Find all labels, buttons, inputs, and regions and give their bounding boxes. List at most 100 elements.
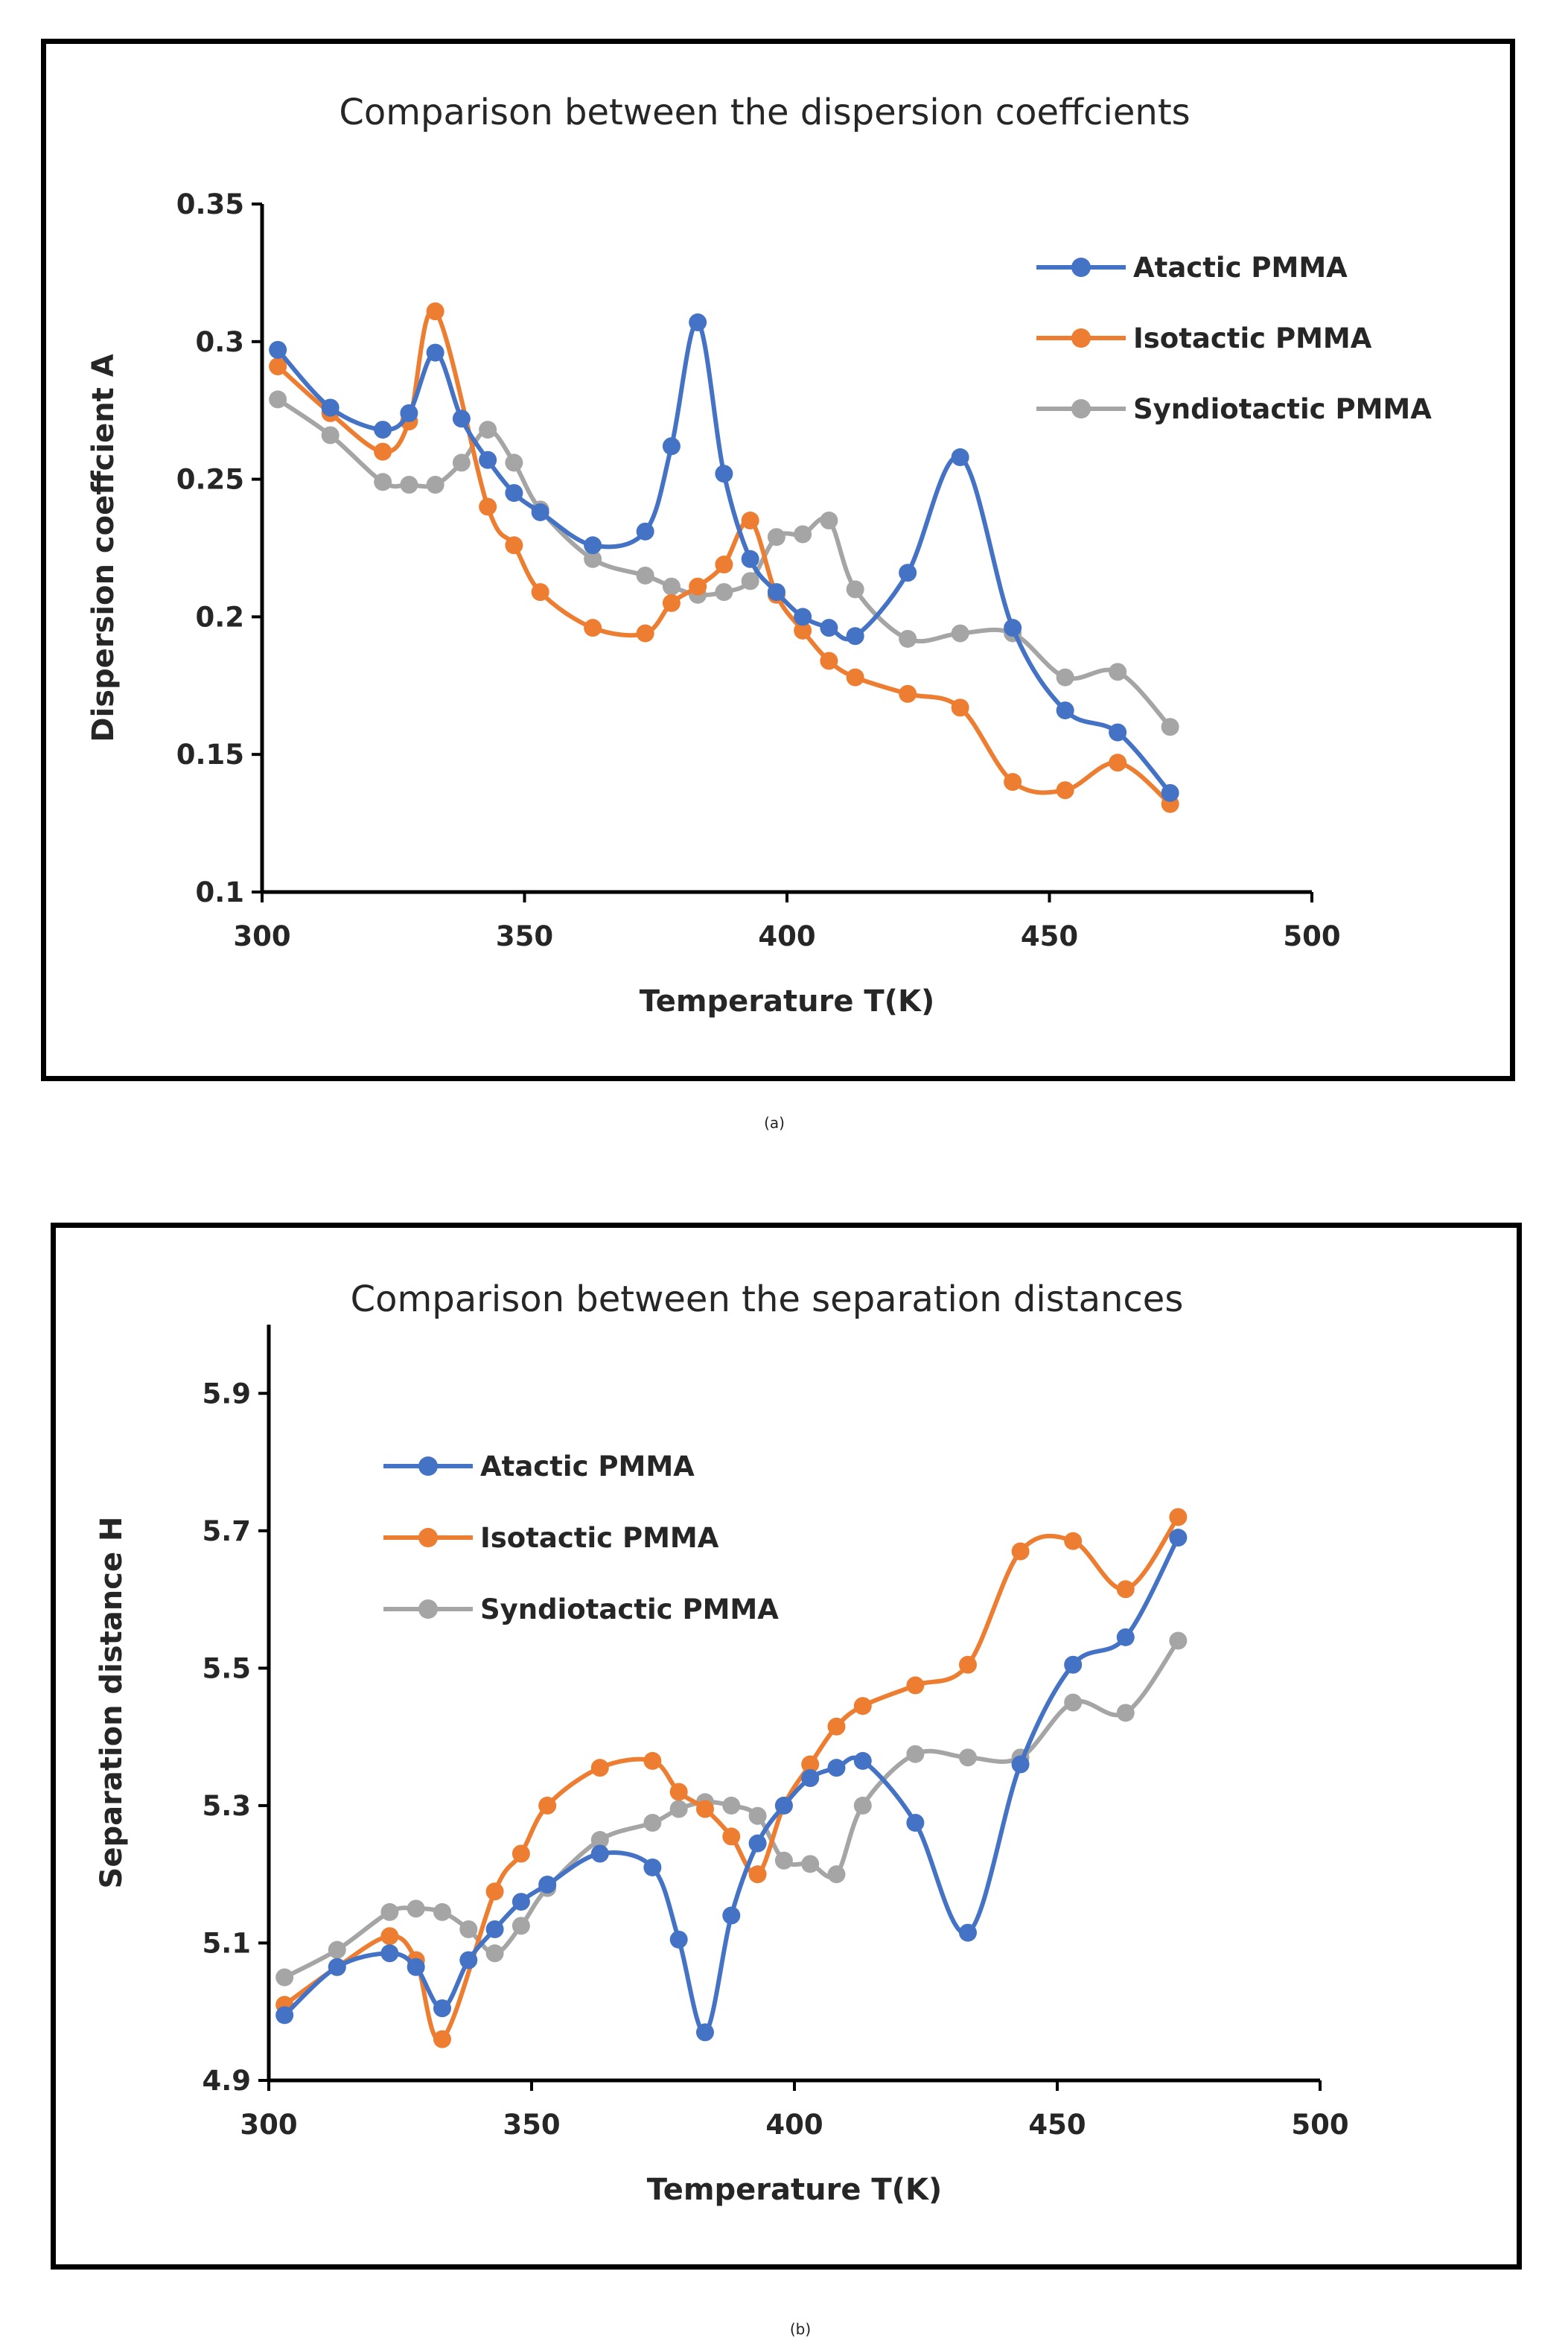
- chart-1-data-point: [459, 1920, 478, 1938]
- chart-1-data-point: [643, 1751, 662, 1770]
- chart-1-data-point: [407, 1899, 425, 1918]
- chart-1-legend-entry: Isotactic PMMA: [383, 1522, 719, 1554]
- panel-label-b: (b): [789, 2320, 812, 2338]
- chart-1-legend-entry: Syndiotactic PMMA: [383, 1593, 779, 1625]
- chart-1-data-point: [275, 1968, 294, 1987]
- chart-0-data-point: [505, 453, 523, 472]
- chart-0-series-1: [269, 302, 1179, 813]
- chart-1-data-point: [511, 1917, 530, 1935]
- chart-1-legend-label: Syndiotactic PMMA: [480, 1593, 779, 1625]
- chart-0-data-point: [1109, 754, 1127, 772]
- chart-0-data-point: [715, 465, 733, 483]
- chart-0-data-point: [426, 302, 444, 321]
- chart-0-legend-marker: [1071, 399, 1091, 418]
- chart-0-data-point: [899, 629, 917, 648]
- chart-0-data-point: [1109, 663, 1127, 681]
- chart-1-data-point: [1064, 1693, 1083, 1712]
- chart-0-data-point: [1109, 723, 1127, 742]
- chart-1-data-point: [906, 1745, 925, 1763]
- chart-0-data-point: [951, 624, 969, 643]
- chart-1-data-point: [459, 1951, 478, 1969]
- chart-0-x-tick-label: 500: [1283, 920, 1340, 952]
- chart-0-data-point: [820, 652, 838, 670]
- chart-1-data-point: [958, 1748, 977, 1767]
- chart-1-data-point: [380, 1927, 399, 1946]
- chart-0-data-point: [269, 390, 287, 409]
- chart-panel-a: Comparison between the dispersion coeffc…: [41, 39, 1515, 1081]
- chart-1-x-tick-label: 400: [765, 2109, 823, 2141]
- chart-1-data-point: [1116, 1628, 1135, 1646]
- chart-0-data-point: [374, 421, 392, 439]
- chart-1-data-point: [1169, 1631, 1188, 1650]
- chart-1-data-point: [801, 1855, 820, 1873]
- chart-0-x-axis-title: Temperature T(K): [640, 984, 934, 1019]
- chart-1-x-tick-label: 300: [240, 2109, 297, 2141]
- chart-1-data-point: [695, 1800, 714, 1818]
- chart-0-data-point: [689, 577, 707, 596]
- chart-1-data-point: [801, 1769, 820, 1787]
- chart-1-data-point: [853, 1751, 872, 1770]
- chart-1-data-point: [643, 1858, 662, 1876]
- chart-0-legend-marker: [1071, 328, 1091, 348]
- chart-1-data-point: [590, 1844, 609, 1863]
- chart-1-data-point: [827, 1759, 846, 1777]
- chart-1-y-tick-label: 5.9: [202, 1378, 251, 1410]
- chart-0-data-point: [715, 583, 733, 602]
- chart-0-series-line: [275, 319, 1172, 794]
- chart-0-data-point: [662, 593, 681, 612]
- chart-1-data-point: [774, 1851, 793, 1870]
- chart-0-data-point: [321, 398, 340, 417]
- chart-1-data-point: [827, 1865, 846, 1884]
- chart-0-data-point: [636, 624, 654, 643]
- chart-1-data-point: [590, 1759, 609, 1777]
- chart-1-data-point: [853, 1796, 872, 1815]
- chart-1-data-point: [1116, 1580, 1135, 1599]
- chart-0-data-point: [1161, 783, 1179, 802]
- chart-0-data-point: [1161, 718, 1179, 736]
- chart-1-data-point: [695, 2023, 714, 2042]
- chart-1-x-tick-label: 500: [1291, 2109, 1348, 2141]
- chart-0-legend-entry: Isotactic PMMA: [1036, 322, 1372, 354]
- chart-0-data-point: [741, 512, 759, 530]
- chart-1-series-2: [275, 1631, 1188, 1987]
- chart-1-data-point: [433, 2030, 451, 2048]
- chart-1-data-point: [1064, 1655, 1083, 1674]
- chart-0-data-point: [269, 357, 287, 376]
- chart-0-data-point: [1004, 773, 1022, 792]
- chart-1-data-point: [669, 1930, 688, 1949]
- chart-0-data-point: [899, 564, 917, 582]
- chart-1-y-tick-label: 5.5: [202, 1652, 251, 1684]
- chart-0-data-point: [820, 512, 838, 530]
- chart-1-y-tick-label: 5.3: [202, 1790, 251, 1822]
- chart-0-data-point: [321, 426, 340, 445]
- panel-label-a: (a): [764, 1114, 785, 1132]
- chart-0-data-point: [584, 550, 602, 568]
- chart-1-data-point: [511, 1844, 530, 1863]
- chart-0-y-tick-label: 0.2: [195, 601, 244, 633]
- chart-0-y-tick-label: 0.25: [176, 464, 244, 496]
- chart-1-data-point: [906, 1676, 925, 1695]
- chart-0-data-point: [636, 522, 654, 541]
- chart-0-legend-label: Syndiotactic PMMA: [1133, 393, 1432, 425]
- chart-1-data-point: [958, 1923, 977, 1942]
- chart-0-data-point: [1004, 619, 1022, 637]
- chart-1-x-tick-label: 350: [503, 2109, 560, 2141]
- chart-1-data-point: [722, 1906, 741, 1925]
- chart-0-y-tick-label: 0.15: [176, 739, 244, 771]
- chart-panel-b: Comparison between the separation distan…: [51, 1223, 1522, 2270]
- chart-1-data-point: [1169, 1529, 1188, 1547]
- chart-0-data-point: [715, 555, 733, 574]
- chart-1-data-point: [722, 1827, 741, 1846]
- chart-0-data-point: [689, 313, 707, 331]
- chart-0-y-tick-label: 0.3: [195, 326, 244, 358]
- chart-0-data-point: [452, 410, 471, 428]
- chart-0-y-tick-label: 0.1: [195, 876, 244, 908]
- chart-1-title: Comparison between the separation distan…: [351, 1278, 1184, 1320]
- chart-0-data-point: [505, 484, 523, 503]
- chart-1-data-point: [380, 1902, 399, 1921]
- chart-0-y-tick-label: 0.35: [176, 188, 244, 220]
- chart-0-data-point: [636, 566, 654, 585]
- chart-0-data-point: [794, 608, 812, 626]
- chart-0-data-point: [846, 668, 864, 687]
- chart-1-data-point: [748, 1834, 767, 1853]
